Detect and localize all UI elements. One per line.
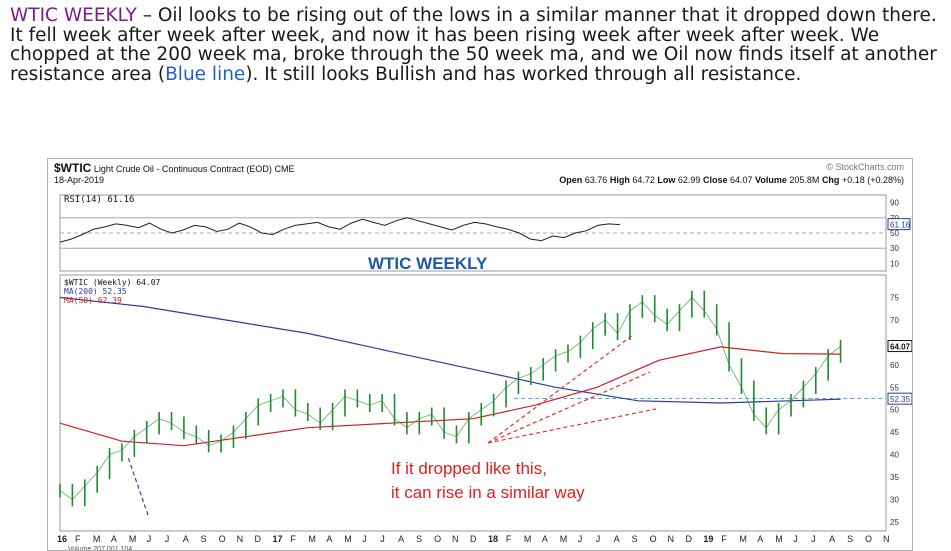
price-tick-label: 70 bbox=[890, 316, 899, 325]
blue-line-link[interactable]: Blue line bbox=[165, 63, 246, 85]
price-legend-item: MA(200) 52.35 bbox=[64, 287, 127, 296]
commentary-lead: WTIC WEEKLY bbox=[10, 5, 137, 26]
rsi-value-tag-box bbox=[887, 218, 911, 231]
x-tick-label: S bbox=[201, 534, 207, 544]
chart-date: 18-Apr-2019 bbox=[54, 175, 105, 185]
rsi-tick-label: 30 bbox=[890, 244, 899, 253]
x-tick-label: J bbox=[165, 534, 170, 544]
x-tick-label: M bbox=[524, 534, 532, 544]
x-tick-label: M bbox=[560, 534, 568, 544]
price-tick-label: 40 bbox=[890, 451, 899, 460]
x-tick-label: N bbox=[883, 534, 890, 544]
x-tick-label: O bbox=[434, 534, 441, 544]
ohlc-readout: Open 63.76 High 64.72 Low 62.99 Close 64… bbox=[559, 175, 904, 185]
x-tick-label: N bbox=[237, 534, 244, 544]
annotation-arrow bbox=[487, 408, 657, 444]
ma200-tag-box bbox=[887, 392, 912, 405]
x-tick-label: A bbox=[542, 534, 548, 544]
x-tick-label: A bbox=[398, 534, 404, 544]
x-tick-label: J bbox=[147, 534, 152, 544]
x-tick-label: F bbox=[506, 534, 512, 544]
commentary-tail: ). It still looks Bullish and has worked… bbox=[245, 63, 802, 85]
price-tick-label: 50 bbox=[890, 406, 899, 415]
x-tick-label: J bbox=[811, 534, 816, 544]
x-tick-label: J bbox=[380, 534, 385, 544]
volume-footer: Volume 207,001,104 bbox=[68, 546, 132, 550]
stockcharts-watermark: © StockCharts.com bbox=[826, 162, 904, 172]
x-tick-label: D bbox=[685, 534, 692, 544]
x-tick-label: F bbox=[721, 534, 727, 544]
ma50-line bbox=[59, 346, 841, 447]
x-tick-label: D bbox=[470, 534, 477, 544]
price-tick-label: 60 bbox=[890, 361, 899, 370]
ma200-line bbox=[59, 296, 841, 404]
x-tick-label: J bbox=[362, 534, 367, 544]
low-arrow bbox=[127, 456, 149, 516]
chart-title-annotation: WTIC WEEKLY bbox=[368, 254, 488, 273]
rsi-label: RSI(14) 61.16 bbox=[64, 195, 134, 205]
x-tick-label: M bbox=[344, 534, 352, 544]
x-tick-label: A bbox=[326, 534, 332, 544]
chart-exchange: CME bbox=[274, 164, 295, 174]
x-tick-label: 16 bbox=[57, 534, 67, 544]
chart-svg: RSI(14) 61.16 90 70 50 30 10 61.16 WTIC WEEKLY 7… bbox=[57, 194, 912, 550]
price-tick-label: 75 bbox=[890, 293, 899, 302]
x-tick-label: A bbox=[614, 534, 620, 544]
x-tick-label: O bbox=[865, 534, 872, 544]
x-tick-label: M bbox=[308, 534, 316, 544]
rsi-tick-label: 50 bbox=[890, 229, 899, 238]
x-tick-label: S bbox=[632, 534, 638, 544]
price-tick-label: 55 bbox=[890, 383, 899, 392]
x-tick-label: D bbox=[255, 534, 262, 544]
price-tick-label: 45 bbox=[890, 428, 899, 437]
x-tick-label: F bbox=[290, 534, 296, 544]
x-tick-label: N bbox=[452, 534, 459, 544]
price-legend-item: $WTIC (Weekly) 64.07 bbox=[64, 278, 161, 287]
last-value-tag: 64.07 bbox=[890, 343, 911, 352]
x-tick-label: A bbox=[829, 534, 835, 544]
x-tick-label: A bbox=[757, 534, 763, 544]
x-tick-label: 17 bbox=[272, 534, 282, 544]
price-legend-item: MA(50) 62.39 bbox=[64, 296, 122, 305]
rsi-value-tag: 61.16 bbox=[890, 221, 911, 230]
rsi-tick-label: 10 bbox=[890, 259, 899, 268]
annotation-text: If it dropped like this, bbox=[391, 459, 547, 478]
x-tick-label: M bbox=[93, 534, 101, 544]
price-tick-label: 35 bbox=[890, 473, 899, 482]
x-tick-label: O bbox=[650, 534, 657, 544]
annotation-arrow bbox=[487, 334, 634, 444]
chart-header-title: $WTIC Light Crude Oil - Continuous Contr… bbox=[54, 161, 294, 175]
x-tick-label: 19 bbox=[703, 534, 713, 544]
x-tick-label: O bbox=[219, 534, 226, 544]
rsi-tick-label: 90 bbox=[890, 199, 899, 208]
x-tick-label: F bbox=[75, 534, 81, 544]
x-tick-label: J bbox=[596, 534, 601, 544]
commentary-body: – Oil looks to be rising out of the lows… bbox=[10, 5, 937, 85]
wtic-weekly-chart: $WTIC Light Crude Oil - Continuous Contr… bbox=[47, 158, 913, 551]
x-tick-label: M bbox=[739, 534, 747, 544]
chart-symbol: $WTIC bbox=[54, 161, 92, 175]
commentary-paragraph: WTIC WEEKLY – Oil looks to be rising out… bbox=[10, 6, 940, 84]
x-tick-label: S bbox=[847, 534, 853, 544]
x-tick-label: A bbox=[111, 534, 117, 544]
annotation-text: it can rise in a similar way bbox=[391, 483, 585, 502]
price-tick-label: 25 bbox=[890, 518, 899, 527]
last-value-tag-box bbox=[887, 340, 912, 353]
chart-instrument-name: Light Crude Oil - Continuous Contract (E… bbox=[93, 164, 272, 174]
annotation-arrow bbox=[487, 371, 651, 444]
x-tick-label: J bbox=[793, 534, 798, 544]
ma200-tag: 52.35 bbox=[890, 395, 911, 404]
x-tick-label: M bbox=[775, 534, 783, 544]
x-tick-label: 18 bbox=[488, 534, 498, 544]
x-tick-label: J bbox=[578, 534, 583, 544]
x-tick-label: M bbox=[129, 534, 137, 544]
x-tick-label: N bbox=[668, 534, 675, 544]
price-close-line bbox=[59, 296, 841, 501]
rsi-line bbox=[59, 217, 621, 243]
x-tick-label: S bbox=[416, 534, 422, 544]
x-tick-label: A bbox=[183, 534, 189, 544]
price-tick-label: 30 bbox=[890, 496, 899, 505]
